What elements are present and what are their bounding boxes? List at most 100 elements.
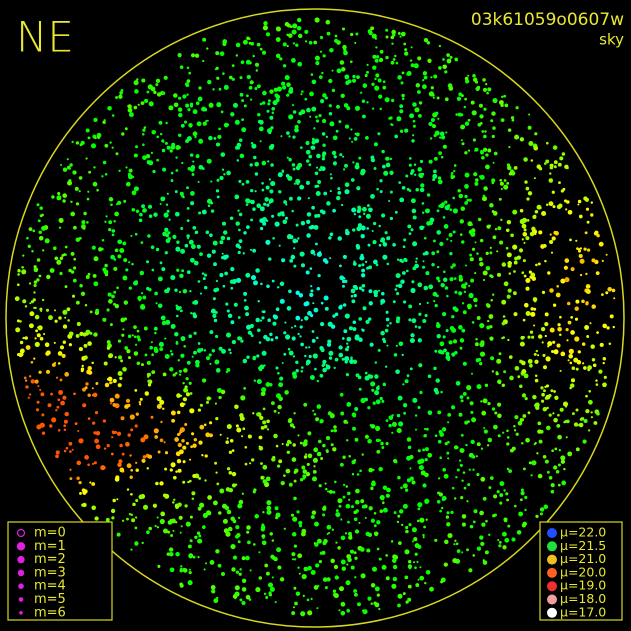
star (562, 187, 566, 191)
star (543, 162, 547, 165)
star (285, 334, 291, 340)
star (452, 263, 456, 267)
star (58, 217, 64, 223)
star (34, 379, 39, 384)
star (557, 323, 561, 327)
star (254, 514, 259, 519)
star (66, 307, 71, 312)
star (87, 190, 90, 193)
star (104, 382, 110, 388)
star (470, 410, 474, 414)
star (459, 338, 465, 343)
star (69, 468, 72, 471)
star (586, 248, 591, 252)
star (228, 488, 234, 493)
star (611, 288, 616, 293)
star (404, 128, 409, 133)
star (230, 266, 235, 272)
star (417, 405, 421, 410)
star (441, 427, 447, 432)
star (245, 59, 251, 65)
star (543, 504, 549, 510)
star (260, 426, 265, 430)
star (212, 313, 217, 318)
star (426, 40, 431, 45)
star (375, 399, 381, 405)
star (378, 94, 383, 99)
star (448, 340, 453, 345)
star (258, 435, 263, 440)
star (279, 298, 285, 304)
star (312, 457, 318, 463)
star (490, 298, 493, 302)
magnitude-legend-box (7, 521, 113, 621)
star (351, 78, 357, 83)
star (458, 92, 463, 97)
star (461, 514, 467, 519)
star (472, 520, 476, 524)
star (176, 459, 182, 464)
star (288, 33, 293, 38)
star (137, 295, 142, 301)
star (208, 353, 212, 357)
star (211, 348, 216, 353)
star (123, 258, 128, 263)
star (336, 68, 342, 74)
star (179, 582, 183, 586)
star (417, 167, 422, 172)
star (262, 479, 268, 484)
star (311, 106, 317, 112)
star (565, 327, 569, 332)
star (174, 211, 180, 217)
star (436, 334, 441, 339)
star (523, 157, 528, 162)
star (315, 190, 321, 197)
star (265, 185, 270, 190)
star (53, 341, 56, 344)
star (182, 480, 186, 484)
star (361, 288, 365, 292)
star (24, 379, 28, 382)
star (363, 212, 366, 215)
star (385, 55, 389, 60)
star (285, 442, 290, 447)
star (339, 586, 344, 592)
star (228, 75, 233, 80)
star (404, 48, 408, 52)
star (423, 37, 429, 43)
star (127, 433, 131, 437)
star (472, 554, 475, 557)
mu-label: μ=22.0 (560, 525, 606, 540)
star (362, 306, 367, 311)
star (602, 357, 607, 361)
star (427, 452, 433, 458)
star (206, 396, 211, 401)
star (396, 258, 400, 261)
star (261, 540, 267, 546)
star (250, 218, 254, 222)
star (240, 339, 244, 343)
star (163, 441, 166, 444)
star (322, 143, 326, 148)
star (329, 413, 335, 419)
star (545, 384, 550, 388)
star (155, 83, 159, 87)
star (172, 234, 177, 240)
frame-id: 03k61059o0607w (471, 10, 624, 30)
star (443, 224, 449, 229)
star (64, 372, 70, 377)
star (381, 213, 386, 218)
star (276, 26, 281, 32)
star (321, 153, 326, 158)
star (578, 422, 584, 428)
star (229, 279, 235, 284)
star (598, 369, 603, 374)
star (498, 544, 502, 548)
star (550, 251, 554, 254)
star (511, 118, 515, 122)
star (468, 568, 473, 573)
star (194, 231, 197, 234)
star (180, 567, 183, 571)
star (479, 238, 484, 243)
star (437, 179, 443, 185)
